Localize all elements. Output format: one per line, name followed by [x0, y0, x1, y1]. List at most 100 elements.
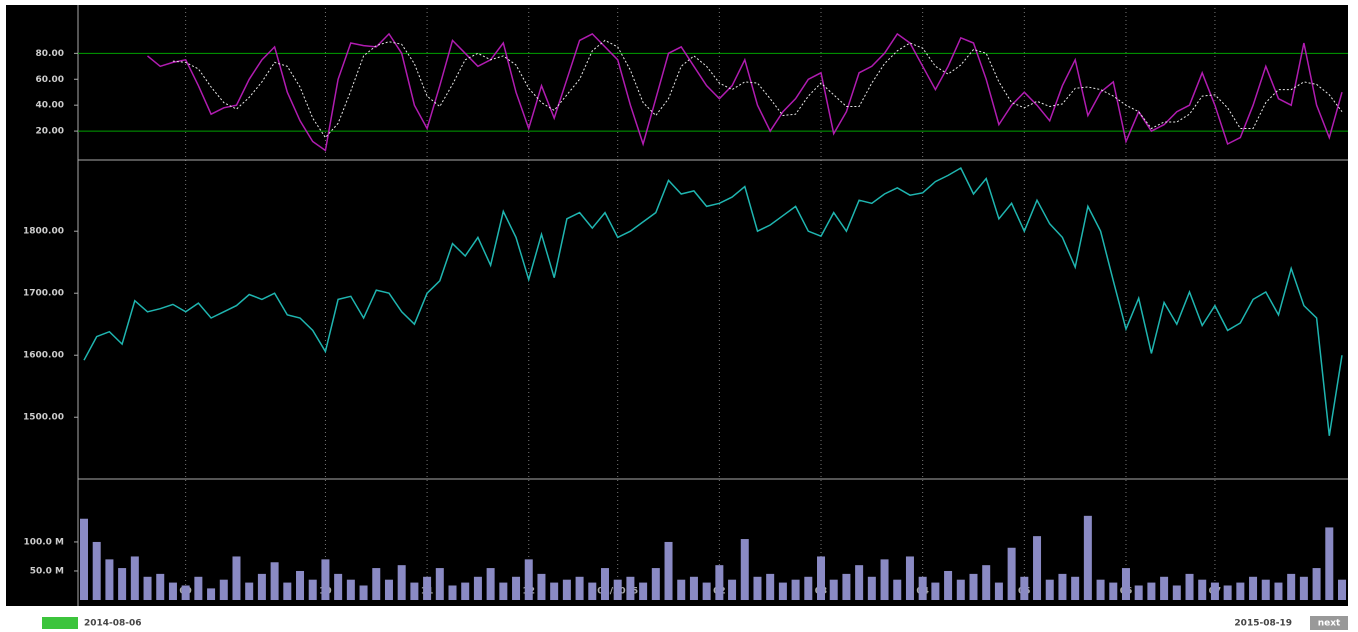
series-line: [172, 39, 1343, 139]
range-end: 2015-08-19: [1234, 619, 1292, 629]
volume-bar: [1096, 579, 1105, 600]
volume-bar: [753, 576, 762, 600]
volume-bar: [1338, 579, 1346, 600]
volume-bar: [512, 576, 521, 600]
next-button[interactable]: [1310, 616, 1348, 630]
volume-bar: [1274, 582, 1283, 600]
volume-bar: [219, 579, 228, 600]
volume-bar: [689, 576, 698, 600]
series-line: [147, 32, 1343, 152]
volume-bar: [791, 579, 800, 600]
volume-bar: [1121, 568, 1130, 600]
volume-bar: [308, 579, 317, 600]
volume-bar: [156, 573, 165, 600]
volume-bar: [143, 576, 152, 600]
volume-bar: [1287, 573, 1296, 600]
volume-bar: [92, 541, 101, 600]
volume-bar: [359, 585, 368, 600]
volume-bar: [994, 582, 1003, 600]
volume-bar: [1325, 527, 1334, 600]
volume-bar: [283, 582, 292, 600]
volume-bar: [1160, 576, 1169, 600]
volume-bar: [168, 582, 177, 600]
prev-button[interactable]: [42, 617, 78, 629]
volume-bar: [639, 582, 648, 600]
volume-bar: [473, 576, 482, 600]
volume-bar: [410, 582, 419, 600]
volume-bar: [1210, 582, 1219, 600]
volume-bar: [1134, 585, 1143, 600]
volume-bar: [1083, 515, 1092, 600]
volume-bar: [1172, 585, 1181, 600]
volume-bar: [80, 518, 88, 600]
volume-bar: [207, 588, 216, 600]
volume-bar: [1109, 582, 1118, 600]
volume-bar: [651, 568, 660, 600]
volume-bar: [893, 579, 902, 600]
volume-bar: [486, 568, 495, 600]
volume-bar: [575, 576, 584, 600]
volume-bar: [1198, 579, 1207, 600]
volume-bar: [664, 541, 673, 600]
volume-bar: [194, 576, 203, 600]
volume-bar: [1299, 576, 1308, 600]
volume-bar: [842, 573, 851, 600]
volume-bar: [1147, 582, 1156, 600]
volume-bar: [1223, 585, 1232, 600]
volume-bar: [537, 573, 546, 600]
volume-bar: [448, 585, 457, 600]
volume-bar: [918, 576, 927, 600]
next-button-label[interactable]: next: [1318, 619, 1341, 629]
volume-bar: [1071, 576, 1080, 600]
volume-bar: [867, 576, 876, 600]
volume-bar: [626, 576, 635, 600]
volume-bar: [944, 570, 953, 600]
volume-bar: [702, 582, 711, 600]
volume-bar: [550, 582, 559, 600]
volume-bar: [956, 579, 965, 600]
volume-bar: [677, 579, 686, 600]
chart-background: [6, 5, 1348, 606]
y-tick-label: 80.00: [36, 49, 64, 59]
volume-bar: [270, 562, 279, 600]
volume-bar: [1058, 573, 1067, 600]
y-tick-label: 1800.00: [23, 227, 64, 237]
volume-bar: [1045, 579, 1054, 600]
volume-bar: [346, 579, 355, 600]
volume-bar: [562, 579, 571, 600]
volume-bar: [130, 556, 139, 600]
volume-bar: [245, 582, 254, 600]
volume-bar: [397, 565, 406, 600]
volume-bar: [905, 556, 914, 600]
y-tick-label: 1600.00: [23, 351, 64, 361]
volume-bar: [423, 576, 432, 600]
volume-bar: [257, 573, 266, 600]
volume-bar: [461, 582, 470, 600]
volume-bar: [1312, 568, 1321, 600]
volume-bar: [232, 556, 241, 600]
range-start: 2014-08-06: [84, 619, 142, 629]
volume-bar: [880, 559, 889, 600]
volume-bar: [600, 568, 609, 600]
y-tick-label: 100.0 M: [23, 537, 64, 547]
volume-bar: [321, 559, 330, 600]
volume-bar: [829, 579, 838, 600]
volume-bar: [1007, 547, 1016, 600]
volume-bar: [588, 582, 597, 600]
y-tick-label: 50.0 M: [30, 566, 64, 576]
y-tick-label: 60.00: [36, 75, 64, 85]
y-tick-label: 40.00: [36, 101, 64, 111]
y-tick-label: 1500.00: [23, 413, 64, 423]
y-tick-label: 1700.00: [23, 289, 64, 299]
volume-bar: [435, 568, 444, 600]
volume-bar: [296, 570, 305, 600]
volume-bar: [1020, 576, 1029, 600]
volume-bar: [524, 559, 533, 600]
series-line: [83, 166, 1343, 436]
volume-bar: [715, 565, 724, 600]
volume-bar: [804, 576, 813, 600]
volume-bar: [1249, 576, 1258, 600]
volume-bar: [817, 556, 826, 600]
volume-bar: [499, 582, 508, 600]
